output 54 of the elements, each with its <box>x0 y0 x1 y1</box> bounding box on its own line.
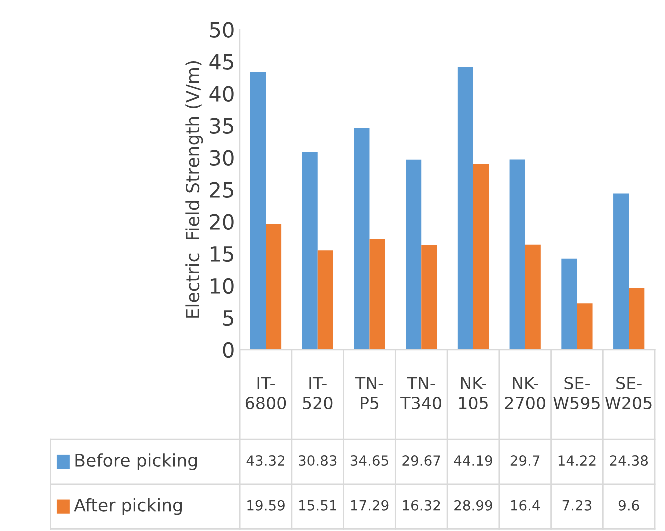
y-tick-label: 35 <box>210 118 234 134</box>
x-tick-label: NK-2700 <box>505 377 546 410</box>
bar <box>266 224 282 350</box>
data-label: 9.6 <box>618 500 640 511</box>
y-tick-label: 0 <box>223 342 234 358</box>
legend-label: After picking <box>74 498 182 516</box>
y-axis-title: Electric Field Strength (V/m) <box>186 62 204 318</box>
bar <box>370 239 386 350</box>
y-tick-label: 5 <box>224 310 234 326</box>
data-label: 17.29 <box>351 500 389 511</box>
data-label: 43.32 <box>246 456 284 466</box>
data-label: 7.23 <box>562 500 592 511</box>
bar <box>629 288 645 350</box>
data-label: 34.65 <box>350 456 388 466</box>
bar <box>614 194 630 350</box>
data-label: 14.22 <box>558 456 596 466</box>
data-label: 29.67 <box>402 456 440 466</box>
x-tick-label: IT-520 <box>303 377 333 410</box>
x-tick-label: IT-6800 <box>246 377 286 410</box>
y-tick-label: 20 <box>210 214 234 230</box>
x-tick-label: TN-T340 <box>400 377 442 410</box>
data-label: 29.7 <box>510 456 540 466</box>
y-tick-label: 25 <box>210 182 234 198</box>
bar <box>354 128 370 350</box>
data-label: 24.38 <box>610 456 648 466</box>
bar <box>458 66 474 350</box>
x-tick-label: TN-P5 <box>355 377 384 410</box>
data-label: 15.51 <box>300 500 336 511</box>
bar <box>510 160 526 350</box>
data-label: 16.4 <box>511 500 540 511</box>
bar <box>302 152 318 350</box>
bar <box>577 304 593 350</box>
y-tick-label: 50 <box>210 22 234 38</box>
y-tick-label: 45 <box>210 54 234 70</box>
bar <box>525 244 541 350</box>
x-tick-label: NK-105 <box>459 377 488 410</box>
data-label: 44.19 <box>454 456 492 466</box>
y-tick-label: 10 <box>210 278 234 294</box>
x-tick-label: SE-W205 <box>606 377 652 410</box>
x-tick-label: SE-W595 <box>554 377 600 410</box>
y-tick-label: 30 <box>210 150 234 166</box>
bar <box>422 245 438 350</box>
data-label: 16.32 <box>403 500 440 511</box>
bar <box>406 160 422 350</box>
y-tick-label: 15 <box>210 246 234 262</box>
y-tick-label: 40 <box>210 86 234 102</box>
bar <box>250 72 266 350</box>
bar <box>562 258 578 350</box>
bar <box>473 164 490 350</box>
data-label: 19.59 <box>248 500 285 511</box>
data-label: 30.83 <box>299 456 337 466</box>
legend-label: Before picking <box>76 454 198 470</box>
data-label: 28.99 <box>454 500 492 511</box>
bar <box>318 250 334 350</box>
